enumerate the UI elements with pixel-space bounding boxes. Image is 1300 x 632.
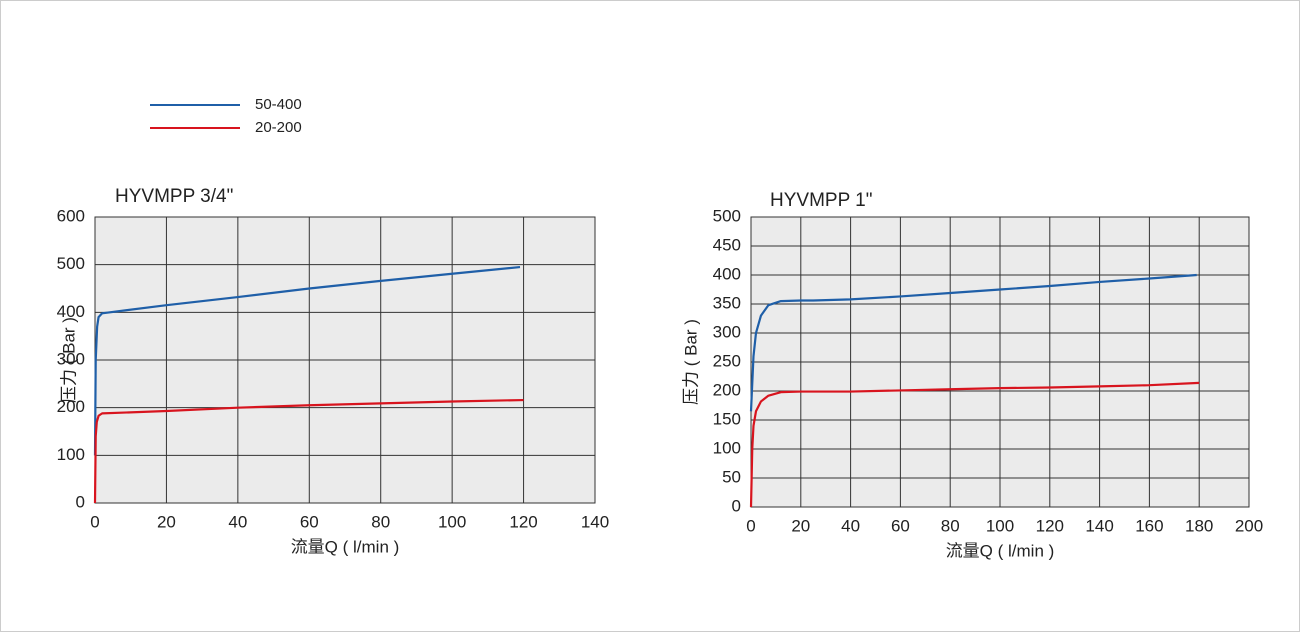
x-axis-label: 流量Q ( l/min ) — [946, 541, 1055, 560]
y-axis-label: 压力 ( Bar ) — [59, 317, 78, 403]
y-tick-label: 400 — [713, 264, 741, 283]
series-line — [93, 265, 521, 456]
x-tick-label: 80 — [371, 512, 390, 531]
x-tick-label: 20 — [157, 512, 176, 531]
x-tick-label: 0 — [746, 516, 755, 535]
y-axis-label: 压力 ( Bar ) — [681, 319, 700, 405]
chart-title: HYVMPP 3/4" — [115, 186, 233, 207]
y-tick-label: 400 — [57, 302, 85, 321]
x-tick-label: 120 — [1036, 516, 1064, 535]
x-tick-label: 0 — [90, 512, 99, 531]
y-tick-label: 350 — [713, 293, 741, 312]
y-tick-label: 100 — [57, 445, 85, 464]
y-tick-label: 150 — [713, 409, 741, 428]
x-tick-label: 100 — [986, 516, 1014, 535]
x-tick-label: 20 — [791, 516, 810, 535]
y-tick-label: 450 — [713, 235, 741, 254]
legend-label: 50-400 — [255, 96, 302, 113]
y-tick-label: 50 — [722, 467, 741, 486]
y-tick-label: 300 — [713, 322, 741, 341]
y-tick-label: 0 — [732, 496, 741, 515]
x-tick-label: 60 — [300, 512, 319, 531]
x-tick-label: 100 — [438, 512, 466, 531]
series-line — [749, 381, 1200, 508]
y-tick-label: 0 — [76, 492, 85, 511]
x-tick-label: 60 — [891, 516, 910, 535]
legend-label: 20-200 — [255, 119, 302, 136]
y-tick-label: 500 — [713, 206, 741, 225]
x-tick-label: 40 — [841, 516, 860, 535]
x-tick-label: 200 — [1235, 516, 1263, 535]
x-tick-label: 140 — [1085, 516, 1113, 535]
x-tick-label: 180 — [1185, 516, 1213, 535]
chart-title: HYVMPP 1" — [770, 190, 873, 211]
y-tick-label: 250 — [713, 351, 741, 370]
x-tick-label: 80 — [941, 516, 960, 535]
x-tick-label: 120 — [509, 512, 537, 531]
series-line — [749, 273, 1197, 412]
series-line — [93, 398, 524, 504]
x-tick-label: 140 — [581, 512, 609, 531]
y-tick-label: 300 — [57, 349, 85, 368]
y-tick-label: 200 — [57, 397, 85, 416]
x-axis-label: 流量Q ( l/min ) — [291, 537, 400, 556]
x-tick-label: 40 — [228, 512, 247, 531]
x-tick-label: 160 — [1135, 516, 1163, 535]
y-tick-label: 500 — [57, 254, 85, 273]
y-tick-label: 200 — [713, 380, 741, 399]
y-tick-label: 100 — [713, 438, 741, 457]
y-tick-label: 600 — [57, 206, 85, 225]
